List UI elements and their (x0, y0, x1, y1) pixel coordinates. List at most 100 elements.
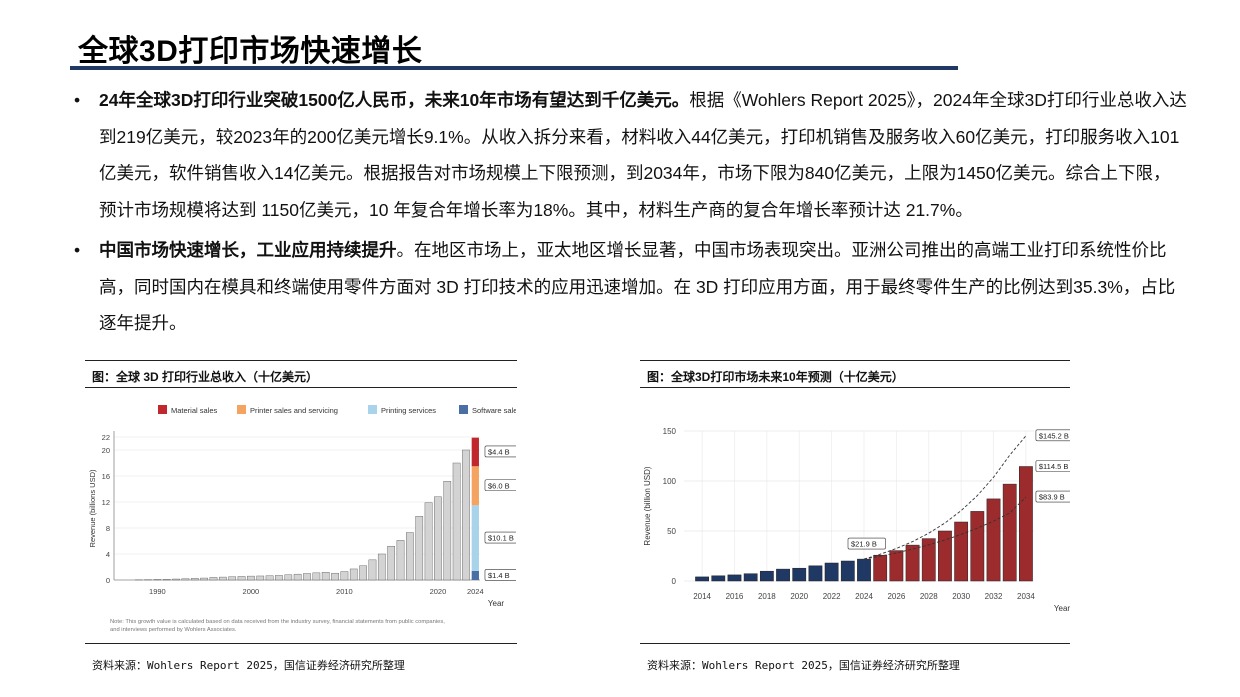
forecast-bar-2023 (840, 560, 855, 582)
stack-label-box-3 (484, 445, 516, 458)
history-bar-2000 (247, 575, 255, 581)
bullet-headline: 中国市场快速增长，工业应用持续提升 (99, 240, 397, 260)
history-bar-1998 (228, 576, 237, 581)
history-bar-1990 (153, 579, 162, 581)
bullet-dot: • (74, 240, 81, 260)
forecast-label-box-2 (1035, 460, 1070, 472)
stack-label-2: $6.0 B (488, 481, 510, 490)
stack-label-box-1 (484, 531, 516, 544)
history-bar-2021 (443, 480, 452, 581)
left-chart-caption: 图：全球 3D 打印行业总收入（十亿美元） (92, 370, 319, 384)
left-panel-top-rule (85, 360, 517, 361)
forecast-label-box-1 (1035, 429, 1070, 442)
left-xtick-label: 2010 (336, 587, 353, 596)
left-ytick-label: 4 (106, 550, 110, 559)
history-bar-2013 (368, 559, 377, 581)
left-ytick-label: 16 (102, 472, 110, 481)
forecast-bar-2028 (921, 538, 936, 582)
left-ytick-label: 0 (106, 576, 110, 585)
forecast-bar-2018 (759, 570, 774, 582)
bullet-body: 。在地区市场上，亚太地区增长显著，中国市场表现突出。亚洲公司推出的高端工业打印系… (99, 240, 1176, 333)
left-source-note: 资料来源：Wohlers Report 2025，国信证券经济研究所整理 (92, 659, 405, 672)
forecast-label-3: $83.9 B (1039, 493, 1065, 502)
forecast-label-0: $21.9 B (851, 540, 877, 549)
right-xtick-label: 2032 (985, 592, 1003, 601)
history-bar-2003 (275, 575, 283, 581)
right-xtick-label: 2016 (726, 592, 744, 601)
bullet-item-global-market: • 24年全球3D打印行业突破1500亿人民币，未来10年市场有望达到千亿美元。… (74, 82, 1188, 228)
stack-label-box-0 (484, 569, 516, 581)
history-bar-2012 (359, 565, 367, 581)
right-panel-caption-rule (640, 387, 1070, 388)
left-panel-bottom-rule (85, 643, 517, 644)
history-bar-2020 (434, 496, 442, 581)
right-xtick-label: 2024 (855, 592, 873, 601)
right-forecast-chart: 0 50 100 150 Revenue (billion USD) $21.9 B $14… (643, 427, 1070, 613)
left-ytick-label: 20 (102, 446, 110, 455)
left-ytick-label: 12 (102, 498, 110, 507)
right-xtick-label: 2026 (887, 592, 905, 601)
bullet-item-china-market: • 中国市场快速增长，工业应用持续提升。在地区市场上，亚太地区增长显著，中国市场… (74, 232, 1188, 342)
title-underline (70, 66, 958, 70)
legend-swatch-0 (158, 405, 167, 414)
history-bar-2011 (349, 568, 358, 581)
history-bar-1997 (218, 576, 227, 581)
history-bar-2004 (284, 574, 293, 581)
history-bar-2006 (303, 573, 311, 581)
page-title: 全球3D打印市场快速增长 (78, 35, 423, 68)
left-x-axis-title: Year (488, 599, 505, 608)
lower-bound-curve (863, 496, 1027, 560)
bullet-list: • 24年全球3D打印行业突破1500亿人民币，未来10年市场有望达到千亿美元。… (74, 82, 1188, 346)
history-bar-2015 (387, 545, 396, 581)
right-y-axis-title: Revenue (billion USD) (643, 466, 652, 545)
forecast-bar-2015 (711, 575, 726, 582)
history-bar-1991 (162, 579, 171, 581)
forecast-label-box-0 (847, 537, 886, 550)
upper-bound-curve (863, 435, 1027, 560)
right-chart-caption: 图：全球3D打印市场未来10年预测（十亿美元） (647, 370, 904, 384)
legend-label-0: Material sales (171, 406, 218, 415)
stack-segment-0 (471, 570, 479, 580)
bullet-dot: • (74, 90, 81, 110)
forecast-bar-2029 (938, 530, 952, 582)
stack-segment-3 (471, 437, 479, 467)
forecast-label-1: $145.2 B (1039, 431, 1069, 440)
right-ytick-label: 0 (672, 577, 677, 586)
history-bar-1999 (237, 576, 246, 581)
history-bar-2014 (377, 553, 386, 581)
history-bar-1993 (181, 578, 190, 581)
right-xtick-label: 2028 (920, 592, 938, 601)
forecast-bar-2034 (1019, 466, 1033, 582)
forecast-label-box-3 (1035, 490, 1070, 503)
history-bar-2002 (265, 575, 274, 581)
right-xtick-label: 2030 (952, 592, 970, 601)
right-panel-top-rule (640, 360, 1070, 361)
bullet-headline: 24年全球3D打印行业突破1500亿人民币，未来10年市场有望达到千亿美元。 (99, 90, 690, 110)
history-bar-2022 (452, 462, 461, 581)
stack-segment-2 (471, 466, 479, 506)
history-bar-2001 (256, 575, 265, 581)
right-xtick-label: 2014 (693, 592, 711, 601)
history-bar-2010 (340, 571, 349, 581)
forecast-bar-2014 (695, 576, 709, 582)
history-bar-2007 (312, 572, 321, 581)
history-bar-2005 (293, 573, 302, 581)
history-bar-1994 (190, 578, 199, 581)
legend-label-1: Printer sales and servicing (250, 406, 338, 415)
right-xtick-label: 2022 (823, 592, 841, 601)
bullet-body: 根据《Wohlers Report 2025》，2024年全球3D打印行业总收入… (99, 90, 1187, 220)
forecast-bar-2019 (776, 568, 790, 582)
left-xtick-label: 2000 (243, 587, 260, 596)
forecast-label-2: $114.5 B (1039, 462, 1068, 471)
right-xtick-label: 2034 (1017, 592, 1035, 601)
left-xtick-label: 2024 (467, 587, 484, 596)
right-x-axis-title: Year (1054, 604, 1070, 613)
stack-label-0: $1.4 B (488, 571, 510, 580)
stack-label-1: $10.1 B (488, 534, 514, 543)
history-bar-1996 (209, 577, 218, 581)
right-ytick-label: 150 (663, 427, 677, 436)
forecast-bar-2030 (954, 521, 969, 582)
forecast-bar-2022 (824, 562, 839, 582)
left-note-line-2: and interviews performed by Wohlers Asso… (110, 627, 237, 633)
forecast-bar-2017 (743, 573, 758, 582)
